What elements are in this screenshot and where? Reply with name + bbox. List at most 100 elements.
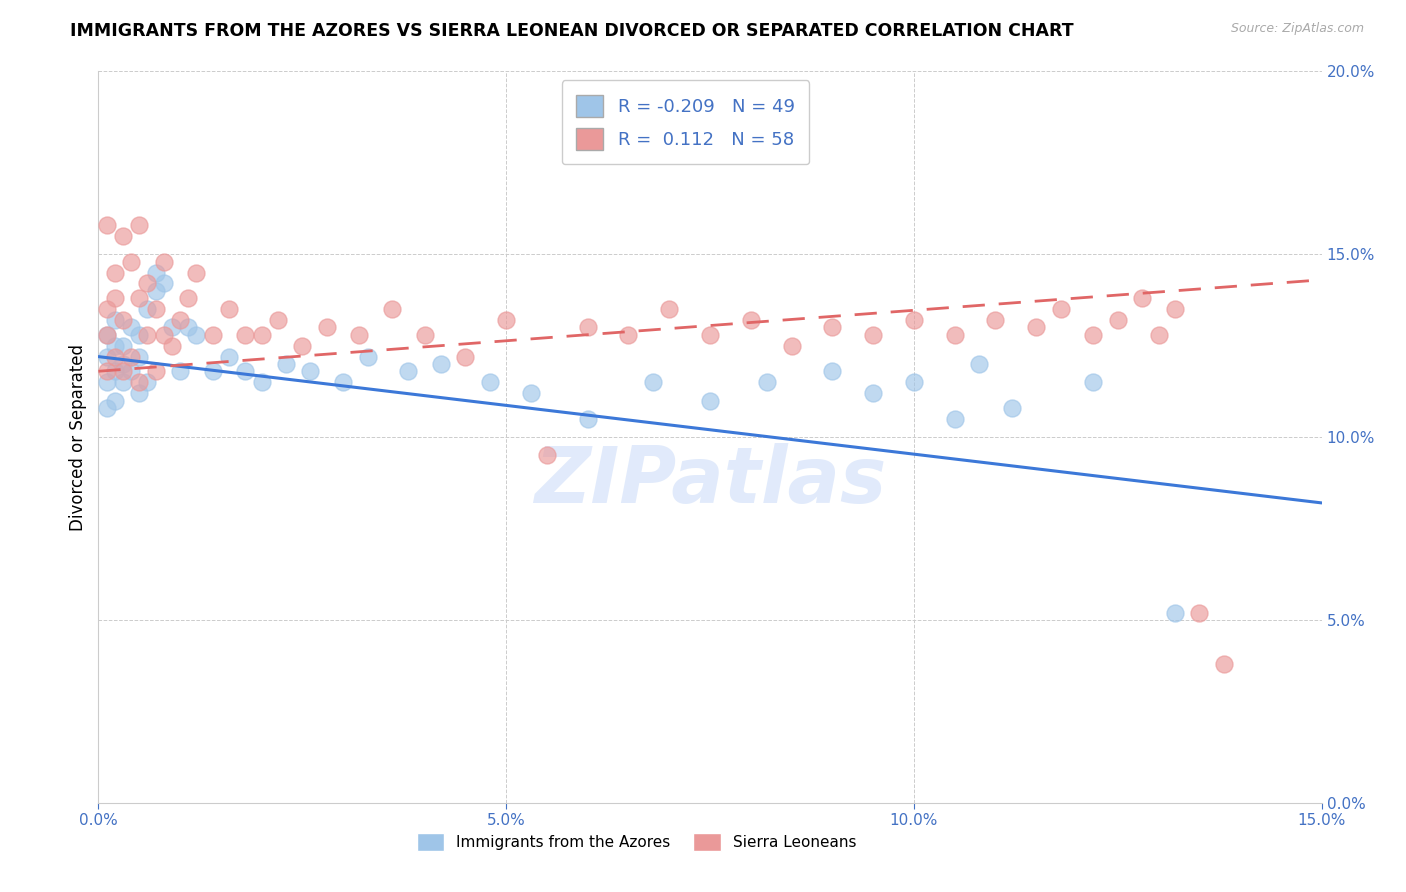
Text: ZIPatlas: ZIPatlas: [534, 443, 886, 519]
Point: [120, 254, 142, 268]
Point: [903, 313, 925, 327]
Point: [1001, 401, 1024, 415]
Point: [160, 320, 183, 334]
Point: [617, 327, 640, 342]
Point: [1130, 291, 1153, 305]
Point: [145, 284, 167, 298]
Point: [96, 350, 118, 364]
Point: [152, 327, 174, 342]
Point: [128, 386, 150, 401]
Point: [519, 386, 541, 401]
Point: [104, 393, 127, 408]
Point: [136, 277, 159, 291]
Point: [128, 218, 150, 232]
Point: [120, 350, 142, 364]
Point: [128, 350, 150, 364]
Point: [111, 364, 134, 378]
Point: [984, 313, 1007, 327]
Point: [104, 350, 127, 364]
Text: IMMIGRANTS FROM THE AZORES VS SIERRA LEONEAN DIVORCED OR SEPARATED CORRELATION C: IMMIGRANTS FROM THE AZORES VS SIERRA LEO…: [70, 22, 1074, 40]
Point: [356, 350, 378, 364]
Point: [1025, 320, 1047, 334]
Point: [1188, 606, 1211, 620]
Point: [1164, 606, 1187, 620]
Point: [111, 229, 134, 244]
Point: [96, 327, 118, 342]
Point: [233, 327, 256, 342]
Point: [1147, 327, 1170, 342]
Point: [536, 448, 558, 462]
Point: [169, 364, 191, 378]
Y-axis label: Divorced or Separated: Divorced or Separated: [69, 343, 87, 531]
Point: [576, 320, 599, 334]
Point: [136, 301, 159, 317]
Point: [120, 364, 142, 378]
Point: [862, 327, 884, 342]
Point: [145, 364, 167, 378]
Point: [658, 301, 681, 317]
Point: [250, 375, 273, 389]
Point: [943, 412, 966, 426]
Point: [315, 320, 337, 334]
Point: [128, 375, 150, 389]
Point: [250, 327, 273, 342]
Point: [177, 320, 200, 334]
Point: [96, 401, 118, 415]
Point: [454, 350, 477, 364]
Point: [104, 364, 127, 378]
Point: [821, 320, 844, 334]
Point: [430, 357, 453, 371]
Point: [186, 266, 208, 280]
Point: [381, 301, 404, 317]
Point: [274, 357, 297, 371]
Point: [152, 254, 174, 268]
Point: [169, 313, 191, 327]
Point: [1083, 327, 1105, 342]
Point: [756, 375, 779, 389]
Point: [576, 412, 599, 426]
Point: [943, 327, 966, 342]
Point: [96, 218, 118, 232]
Point: [218, 301, 240, 317]
Point: [111, 313, 134, 327]
Point: [96, 301, 118, 317]
Point: [104, 291, 127, 305]
Point: [104, 266, 127, 280]
Point: [111, 375, 134, 389]
Point: [136, 327, 159, 342]
Point: [862, 386, 884, 401]
Point: [267, 313, 290, 327]
Point: [145, 266, 167, 280]
Point: [332, 375, 354, 389]
Point: [699, 327, 721, 342]
Point: [1164, 301, 1187, 317]
Point: [291, 338, 314, 352]
Point: [478, 375, 501, 389]
Point: [821, 364, 844, 378]
Point: [96, 375, 118, 389]
Point: [699, 393, 721, 408]
Point: [641, 375, 664, 389]
Point: [780, 338, 803, 352]
Point: [104, 313, 127, 327]
Point: [128, 327, 150, 342]
Point: [96, 327, 118, 342]
Point: [1083, 375, 1105, 389]
Point: [1107, 313, 1129, 327]
Point: [104, 338, 127, 352]
Point: [96, 364, 118, 378]
Point: [177, 291, 200, 305]
Point: [145, 301, 167, 317]
Point: [1212, 657, 1234, 671]
Point: [111, 338, 134, 352]
Point: [218, 350, 240, 364]
Point: [160, 338, 183, 352]
Point: [186, 327, 208, 342]
Point: [201, 364, 224, 378]
Point: [396, 364, 419, 378]
Point: [413, 327, 436, 342]
Point: [299, 364, 322, 378]
Point: [128, 291, 150, 305]
Point: [152, 277, 174, 291]
Point: [495, 313, 517, 327]
